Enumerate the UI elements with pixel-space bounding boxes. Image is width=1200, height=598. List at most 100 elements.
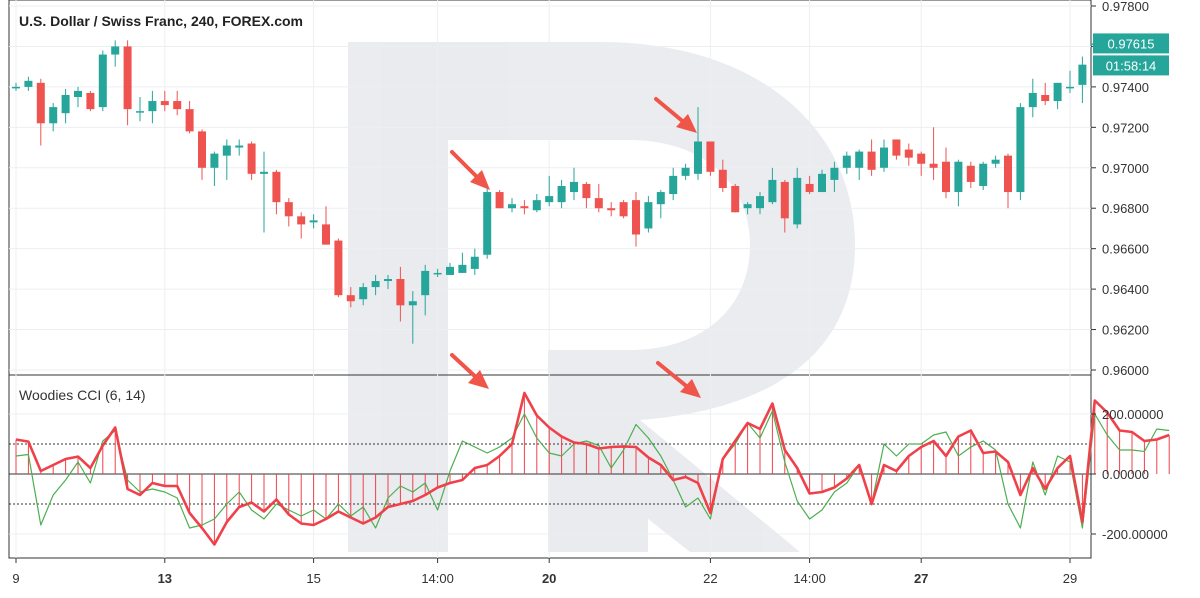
- candle-body: [855, 151, 864, 168]
- candle: [98, 50, 107, 112]
- candle: [892, 139, 901, 160]
- candle: [1078, 56, 1087, 104]
- candle-body: [706, 141, 715, 172]
- candle-body: [24, 80, 33, 87]
- candle-body: [260, 171, 268, 174]
- candle-body: [793, 177, 802, 225]
- candle: [880, 139, 888, 172]
- candle: [991, 155, 1000, 168]
- candle: [842, 151, 851, 174]
- candle-body: [780, 181, 789, 219]
- candle-body: [904, 149, 913, 158]
- countdown-label: 01:58:14: [1106, 58, 1157, 73]
- candle: [86, 90, 95, 112]
- candle-body: [892, 139, 901, 156]
- candle-body: [942, 161, 950, 193]
- candle-body: [198, 131, 206, 168]
- candle: [185, 101, 194, 134]
- time-tick-label: 13: [158, 571, 172, 586]
- annotation-arrows: [450, 97, 701, 398]
- candle: [148, 90, 157, 124]
- price-tick-label: 0.96200: [1102, 323, 1149, 338]
- candle: [222, 139, 231, 180]
- candle-body: [210, 153, 219, 168]
- cci-lines: [15, 391, 1170, 546]
- candle-body: [520, 206, 529, 209]
- candle: [656, 190, 665, 219]
- candle-body: [830, 167, 839, 180]
- candle-body: [483, 192, 492, 255]
- indicator-title: Woodies CCI (6, 14): [19, 387, 146, 403]
- price-tick-label: 0.97400: [1102, 80, 1149, 95]
- candle-body: [359, 287, 368, 300]
- candle: [396, 266, 405, 322]
- candle: [756, 192, 764, 215]
- candle: [520, 200, 529, 215]
- time-tick-label: 27: [914, 571, 928, 586]
- candle: [198, 129, 206, 180]
- candle: [359, 283, 368, 306]
- candle: [260, 151, 268, 233]
- cci-histogram: [15, 393, 1170, 545]
- candle: [24, 76, 33, 91]
- candle: [917, 151, 926, 176]
- candle-body: [818, 173, 826, 193]
- candle: [74, 86, 82, 108]
- candle-body: [929, 163, 938, 168]
- candle-body: [272, 171, 281, 203]
- candle-body: [805, 183, 814, 193]
- candle-body: [756, 196, 764, 209]
- candle-body: [508, 204, 516, 209]
- time-tick-label: 20: [542, 571, 556, 586]
- candle: [508, 198, 516, 213]
- candle-body: [136, 111, 144, 113]
- candle-body: [173, 101, 182, 110]
- candle: [929, 127, 938, 180]
- candle: [793, 167, 802, 229]
- price-axis: 0.978000.976000.974000.972000.970000.968…: [1091, 0, 1149, 378]
- candle-body: [532, 200, 541, 211]
- price-tick-label: 0.96400: [1102, 282, 1149, 297]
- price-tick-label: 0.96000: [1102, 363, 1149, 378]
- candle: [322, 206, 330, 245]
- candle: [594, 183, 603, 213]
- time-tick-label: 14:00: [421, 571, 454, 586]
- candle-body: [446, 266, 454, 275]
- price-tick-label: 0.97800: [1102, 0, 1149, 14]
- watermark-logo: [348, 42, 855, 552]
- time-tick-label: 22: [703, 571, 717, 586]
- candle: [421, 264, 430, 316]
- candle-body: [1053, 82, 1062, 102]
- candle-body: [235, 145, 244, 148]
- candle-body: [582, 183, 591, 199]
- candle-body: [632, 200, 640, 235]
- indicator-tick-label: -200.00000: [1102, 527, 1168, 542]
- candle: [111, 40, 120, 67]
- indicator-tick-label: 200.00000: [1102, 407, 1163, 422]
- candle: [644, 196, 653, 233]
- candle: [1053, 82, 1062, 110]
- candle: [371, 274, 380, 296]
- candle: [632, 192, 640, 247]
- candle: [458, 252, 467, 273]
- candle-body: [768, 179, 777, 203]
- candle-body: [12, 86, 20, 89]
- candle: [334, 238, 343, 298]
- candle-body: [607, 208, 616, 211]
- candle-body: [86, 92, 95, 110]
- candle: [718, 159, 727, 193]
- candle-body: [718, 169, 727, 188]
- candle-body: [297, 216, 306, 225]
- candle-body: [557, 185, 566, 203]
- candle: [12, 82, 20, 91]
- candle: [309, 214, 318, 229]
- time-axis: 9 13 15 14:00 20 22 14:00 27 29: [12, 558, 1077, 586]
- candle-body: [917, 153, 926, 164]
- candle-body: [148, 101, 157, 112]
- candle: [483, 188, 492, 259]
- candle-body: [880, 147, 888, 168]
- candle-body: [619, 202, 628, 217]
- candle-body: [470, 256, 479, 269]
- candle: [867, 139, 876, 176]
- candle: [61, 88, 70, 124]
